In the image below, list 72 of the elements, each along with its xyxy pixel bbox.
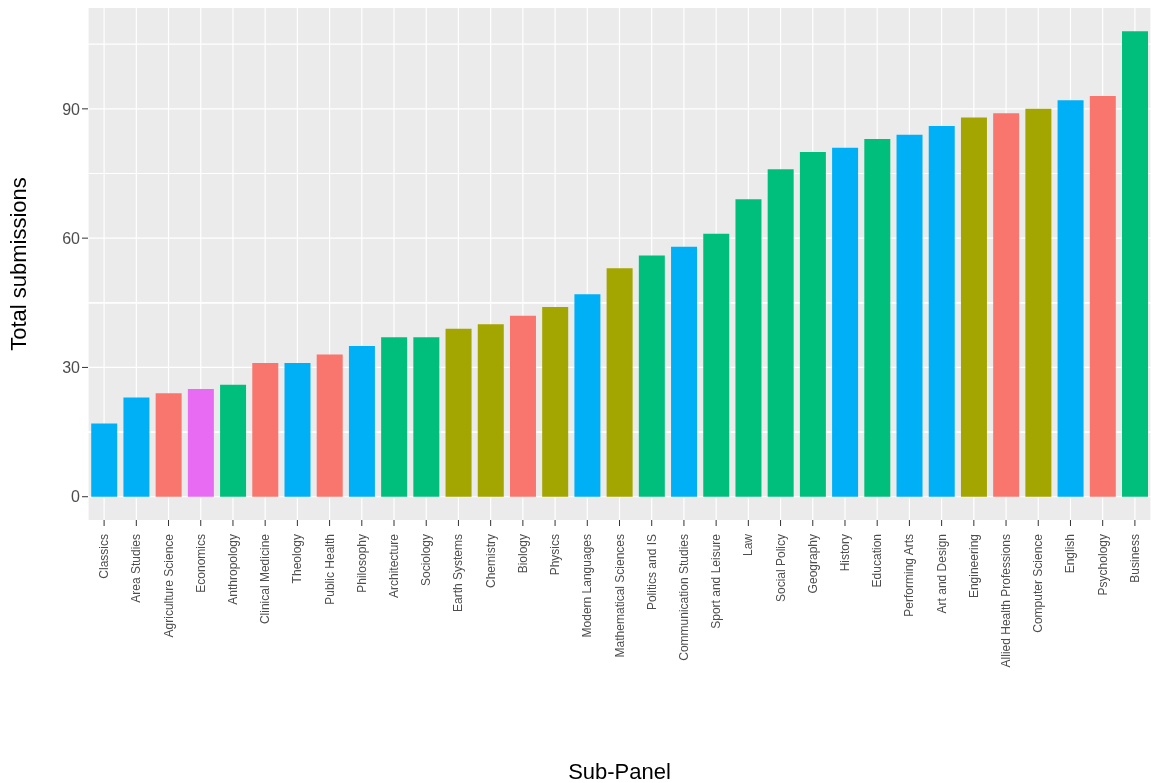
bar [896,134,923,497]
bar [187,388,214,497]
bar [1089,95,1116,497]
bar [1025,108,1052,497]
y-tick-label: 30 [62,359,81,377]
x-tick-label: Communication Studies [676,534,691,661]
x-tick-label: Mathematical Sciences [612,534,627,658]
bar [638,255,665,497]
x-tick-label: Public Health [322,534,337,605]
bar [252,363,279,497]
x-tick-label: Allied Health Professions [999,534,1014,668]
y-tick-label: 0 [71,488,81,506]
x-tick-label: Agriculture Science [161,533,176,638]
bar [864,139,891,497]
bar [993,113,1020,497]
bar [445,328,472,497]
bar [413,337,440,497]
y-tick-label: 60 [62,229,81,247]
bar [671,246,698,497]
x-tick-label: Performing Arts [902,534,917,617]
x-tick-label: Earth Systems [451,534,466,613]
bar [155,393,182,497]
bar [381,337,408,497]
x-tick-label: Social Policy [773,534,788,603]
bar [123,397,150,497]
x-tick-label: Modern Languages [580,534,595,638]
x-tick-label: Architecture [387,533,402,599]
bar [606,268,633,497]
x-tick-label: Engineering [966,534,981,599]
x-tick-label: English [1063,534,1078,574]
bar [316,354,343,497]
x-tick-label: History [837,534,852,572]
y-tick-label: 90 [62,100,81,118]
bar [284,363,311,497]
bar [767,169,794,497]
x-tick-label: Education [870,534,885,588]
bar [509,315,536,497]
x-tick-label: Art and Design [934,534,949,614]
x-tick-label: Sport and Leisure [709,533,724,629]
x-tick-label: Area Studies [129,534,144,603]
x-tick-label: Clinical Medicine [258,533,273,625]
bar [735,199,762,497]
x-tick-label: Computer Science [1031,533,1046,633]
x-tick-label: Politics and IS [644,534,659,611]
x-tick-label: Psychology [1095,534,1110,596]
x-tick-label: Anthropology [225,534,240,605]
bar [542,307,569,497]
x-axis-title: Sub-Panel [568,759,671,783]
bar [1057,100,1084,497]
x-tick-label: Chemistry [483,534,498,589]
x-tick-label: Theology [290,534,305,584]
x-tick-label: Law [741,533,756,557]
x-tick-label: Physics [548,534,563,576]
x-tick-label: Sociology [419,534,434,587]
bar [832,147,859,497]
x-tick-label: Biology [515,534,530,574]
x-tick-label: Classics [97,534,112,579]
bar [799,151,826,497]
bar [91,423,118,497]
bar [574,294,601,497]
bar [220,384,247,497]
bar [703,233,730,497]
x-tick-label: Business [1127,534,1142,583]
bar [960,117,987,497]
bar [348,345,375,497]
x-tick-label: Geography [805,534,820,594]
y-axis-title: Total submissions [5,177,31,351]
x-tick-label: Philosophy [354,534,369,593]
bar [928,126,955,497]
bar [1122,31,1149,497]
bar [477,324,504,497]
x-tick-label: Economics [193,534,208,593]
